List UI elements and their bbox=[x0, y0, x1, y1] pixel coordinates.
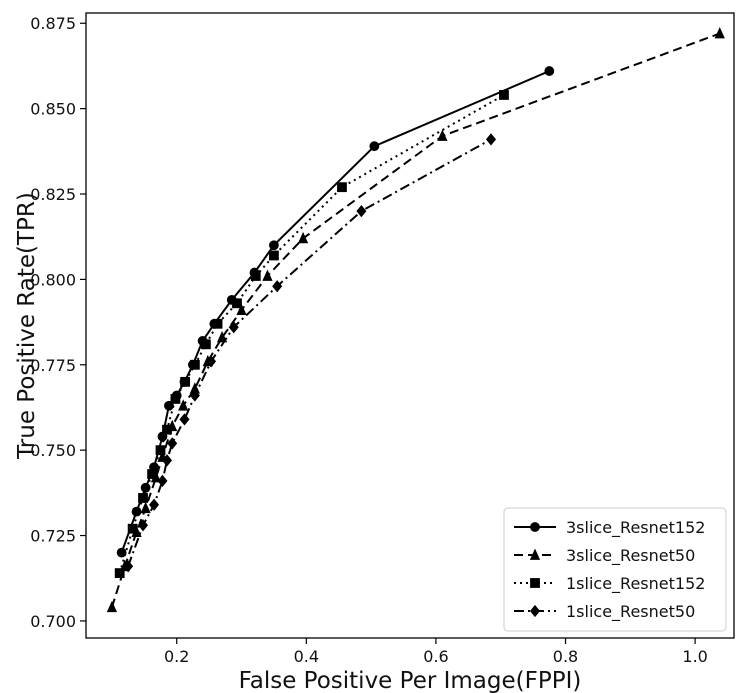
data-point bbox=[216, 330, 228, 343]
y-tick-label: 0.800 bbox=[30, 270, 76, 289]
data-point bbox=[189, 389, 200, 402]
series-line bbox=[127, 138, 492, 567]
data-point bbox=[272, 280, 283, 293]
data-point bbox=[228, 321, 239, 334]
data-point bbox=[200, 339, 211, 350]
y-tick-label: 0.875 bbox=[30, 14, 76, 33]
data-point bbox=[206, 355, 217, 368]
data-point bbox=[114, 568, 125, 579]
data-point bbox=[116, 547, 127, 558]
data-point bbox=[250, 271, 261, 281]
x-tick-label: 0.8 bbox=[553, 647, 578, 666]
x-axis-label: False Positive Per Image(FPPI) bbox=[239, 668, 582, 693]
series-lines bbox=[106, 27, 725, 613]
x-tick-label: 0.6 bbox=[423, 647, 448, 666]
data-point bbox=[127, 523, 138, 534]
axis-ticks: 0.2 0.4 0.6 0.8 1.0 0.700 0.725 0.750 0.775 0.800… bbox=[30, 14, 708, 666]
legend-marker bbox=[529, 604, 541, 618]
series-line bbox=[120, 70, 550, 553]
data-point bbox=[499, 90, 509, 100]
legend-entry: 3slice_Resnet50 bbox=[514, 546, 695, 566]
y-tick-label: 0.825 bbox=[30, 185, 76, 204]
plot-frame bbox=[85, 12, 735, 639]
data-point bbox=[123, 560, 134, 573]
x-tick-label: 0.4 bbox=[294, 647, 319, 666]
legend-label: 3slice_Resnet50 bbox=[566, 546, 695, 566]
series-line bbox=[110, 32, 721, 608]
data-point bbox=[437, 129, 448, 141]
data-point bbox=[149, 498, 160, 511]
legend-label: 3slice_Resnet152 bbox=[566, 518, 705, 538]
data-point bbox=[212, 318, 223, 329]
data-point bbox=[297, 231, 309, 244]
legend-marker bbox=[529, 548, 541, 560]
y-tick-label: 0.725 bbox=[30, 527, 76, 546]
legend-box bbox=[503, 507, 727, 632]
data-point bbox=[138, 493, 148, 503]
legend-label: 1slice_Resnet50 bbox=[566, 602, 695, 622]
data-point bbox=[170, 394, 181, 404]
y-tick-label: 0.700 bbox=[30, 612, 76, 631]
data-point bbox=[369, 141, 380, 152]
data-point bbox=[485, 133, 497, 146]
data-point bbox=[179, 413, 190, 426]
series-3 bbox=[123, 133, 497, 573]
data-point bbox=[262, 269, 273, 281]
data-point bbox=[180, 376, 191, 387]
legend-entry: 3slice_Resnet152 bbox=[514, 518, 705, 538]
y-axis-label: True Positive Rate(TPR) bbox=[14, 192, 40, 460]
y-tick-label: 0.775 bbox=[30, 356, 76, 375]
data-point bbox=[155, 445, 166, 456]
y-tick-label: 0.750 bbox=[30, 441, 76, 460]
series-2 bbox=[114, 90, 509, 579]
data-point bbox=[178, 399, 189, 411]
data-point bbox=[138, 519, 149, 532]
data-point bbox=[147, 469, 157, 479]
data-point bbox=[140, 482, 151, 493]
data-point bbox=[356, 204, 367, 218]
data-point bbox=[337, 182, 347, 193]
data-point bbox=[714, 27, 725, 39]
x-tick-label: 0.2 bbox=[164, 647, 189, 666]
y-tick-label: 0.850 bbox=[30, 100, 76, 119]
legend: 3slice_Resnet152 3slice_Resnet50 1slice_Re… bbox=[503, 507, 727, 632]
data-point bbox=[232, 298, 242, 309]
data-point bbox=[269, 240, 279, 251]
legend-entry: 1slice_Resnet50 bbox=[514, 602, 695, 622]
data-point bbox=[162, 424, 172, 435]
legend-marker bbox=[530, 522, 540, 532]
data-point bbox=[161, 454, 173, 467]
legend-entry: 1slice_Resnet152 bbox=[514, 574, 705, 594]
data-point bbox=[544, 66, 555, 76]
legend-label: 1slice_Resnet152 bbox=[566, 574, 705, 594]
data-point bbox=[106, 600, 118, 613]
data-point bbox=[167, 437, 178, 450]
data-point bbox=[140, 501, 151, 514]
data-point bbox=[269, 250, 279, 261]
data-point bbox=[189, 359, 200, 370]
legend-marker bbox=[530, 578, 540, 588]
data-point bbox=[236, 303, 247, 316]
data-point bbox=[157, 474, 168, 488]
x-tick-label: 1.0 bbox=[682, 647, 707, 666]
series-line bbox=[118, 94, 505, 574]
